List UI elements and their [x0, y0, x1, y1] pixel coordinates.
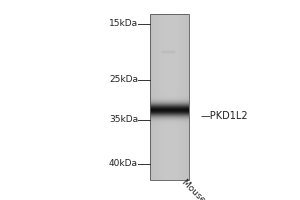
Text: —PKD1L2: —PKD1L2 [201, 111, 249, 121]
Text: 40kDa: 40kDa [109, 160, 138, 168]
Text: 15kDa: 15kDa [109, 20, 138, 28]
Text: 25kDa: 25kDa [109, 75, 138, 84]
Text: 35kDa: 35kDa [109, 116, 138, 124]
Text: Mouse lung: Mouse lung [180, 178, 223, 200]
Bar [150, 14, 189, 180]
